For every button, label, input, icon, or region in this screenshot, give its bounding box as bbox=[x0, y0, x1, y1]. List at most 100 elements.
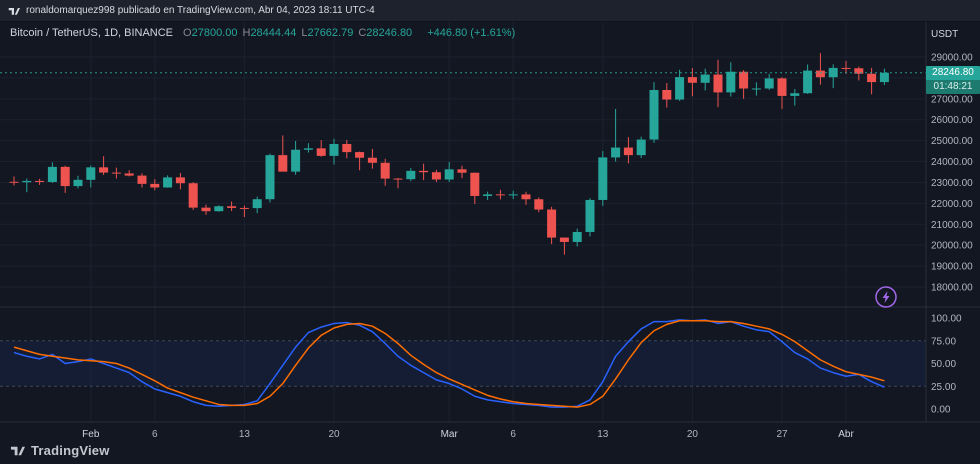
high-label: H bbox=[242, 27, 251, 39]
chart-legend[interactable]: Bitcoin / TetherUS, 1D, BINANCE O27800.0… bbox=[10, 27, 515, 39]
price-tick-label: 19000.00 bbox=[931, 262, 973, 273]
bar-countdown: 01:48:21 bbox=[926, 80, 980, 94]
candle bbox=[60, 165, 70, 193]
candle bbox=[534, 197, 544, 213]
grid-lines bbox=[0, 22, 926, 422]
candle bbox=[841, 60, 851, 74]
candle bbox=[649, 82, 659, 143]
time-tick-label: 13 bbox=[239, 429, 251, 440]
low-value: 27662.79 bbox=[307, 27, 354, 39]
candle bbox=[675, 69, 685, 101]
candle bbox=[252, 196, 262, 214]
candle bbox=[239, 205, 249, 217]
time-tick-label: 13 bbox=[597, 429, 609, 440]
candle bbox=[687, 68, 697, 97]
high-value: 28444.44 bbox=[250, 27, 297, 39]
time-axis[interactable]: Feb 6 13 20 Mar 6 13 20 27 Abr bbox=[82, 429, 854, 440]
price-tick-label: 27000.00 bbox=[931, 94, 973, 105]
candle bbox=[828, 64, 838, 89]
candle bbox=[547, 206, 557, 245]
candle bbox=[380, 158, 390, 186]
candle bbox=[700, 68, 710, 91]
candle bbox=[815, 53, 825, 85]
time-tick-label: 20 bbox=[687, 429, 699, 440]
candle bbox=[585, 198, 595, 237]
time-tick-label: 6 bbox=[510, 429, 516, 440]
time-tick-label: Feb bbox=[82, 429, 100, 440]
time-tick-label: Mar bbox=[441, 429, 459, 440]
price-tick-label: 18000.00 bbox=[931, 283, 973, 294]
candle bbox=[611, 108, 621, 162]
last-price-value: 28246.80 bbox=[926, 66, 980, 80]
price-tick-label: 23000.00 bbox=[931, 178, 973, 189]
open-value: 27800.00 bbox=[191, 27, 238, 39]
topbar: ronaldomarquez998 publicado en TradingVi… bbox=[0, 0, 980, 22]
low-label: L bbox=[301, 27, 308, 39]
candle bbox=[393, 177, 403, 189]
candle bbox=[457, 165, 467, 179]
candle bbox=[751, 82, 761, 96]
price-tick-label: 29000.00 bbox=[931, 53, 973, 64]
candle bbox=[662, 82, 672, 108]
time-tick-label: 27 bbox=[776, 429, 788, 440]
candle bbox=[803, 64, 813, 94]
last-price-badge: 28246.80 01:48:21 bbox=[926, 66, 980, 94]
close-label: C bbox=[358, 27, 367, 39]
tradingview-wordmark[interactable]: TradingView bbox=[31, 443, 110, 458]
candle bbox=[367, 149, 377, 169]
time-tick-label: Abr bbox=[838, 429, 854, 440]
tradingview-logo-icon[interactable] bbox=[10, 443, 25, 458]
candle bbox=[175, 173, 185, 190]
price-tick-label: 26000.00 bbox=[931, 115, 973, 126]
open-label: O bbox=[183, 27, 192, 39]
candle bbox=[559, 237, 569, 255]
candle bbox=[227, 201, 237, 212]
candle bbox=[47, 162, 57, 183]
candle bbox=[777, 77, 787, 110]
candle bbox=[879, 68, 889, 85]
tradingview-mark-icon bbox=[8, 5, 20, 17]
candle bbox=[137, 173, 147, 188]
candle bbox=[9, 176, 19, 186]
candle bbox=[739, 70, 749, 99]
candle bbox=[623, 137, 633, 164]
close-value: 28246.80 bbox=[366, 27, 413, 39]
price-axis[interactable]: USDT29000.0028000.0027000.0026000.002500… bbox=[931, 29, 973, 416]
candle bbox=[867, 67, 877, 95]
candles-layer bbox=[9, 53, 889, 255]
candle bbox=[150, 179, 160, 191]
candle bbox=[35, 178, 45, 185]
indicator-tick-label: 100.00 bbox=[931, 314, 962, 325]
candle bbox=[713, 59, 723, 108]
candle bbox=[726, 62, 736, 97]
ohlc-values: O27800.00 H28444.44 L27662.79 C28246.80 bbox=[183, 27, 417, 39]
candle bbox=[163, 175, 173, 188]
candle bbox=[483, 191, 493, 201]
indicator-tick-label: 75.00 bbox=[931, 336, 956, 347]
candle bbox=[470, 172, 480, 204]
candle bbox=[636, 136, 646, 158]
candle bbox=[86, 165, 96, 188]
candle bbox=[22, 178, 32, 193]
candle bbox=[854, 66, 864, 81]
candle bbox=[99, 156, 109, 175]
price-change: +446.80 (+1.61%) bbox=[427, 27, 516, 39]
candle bbox=[444, 161, 454, 183]
candle bbox=[342, 140, 352, 159]
price-tick-label: 21000.00 bbox=[931, 220, 973, 231]
candle bbox=[73, 175, 83, 189]
time-tick-label: 20 bbox=[328, 429, 340, 440]
boost-lightning-button[interactable] bbox=[875, 286, 897, 308]
indicator-tick-label: 25.00 bbox=[931, 382, 956, 393]
candle bbox=[316, 140, 326, 157]
candle bbox=[214, 205, 224, 212]
price-tick-label: 25000.00 bbox=[931, 136, 973, 147]
candle bbox=[521, 191, 531, 205]
footer: TradingView bbox=[10, 443, 110, 458]
candle bbox=[111, 167, 121, 179]
indicator-tick-label: 50.00 bbox=[931, 359, 956, 370]
symbol-title[interactable]: Bitcoin / TetherUS, 1D, BINANCE bbox=[10, 27, 174, 39]
candle bbox=[291, 140, 301, 175]
